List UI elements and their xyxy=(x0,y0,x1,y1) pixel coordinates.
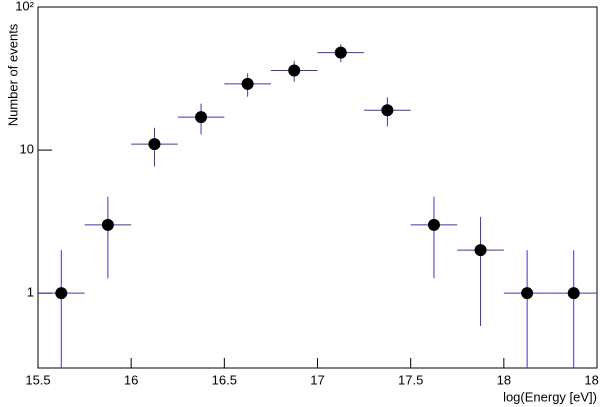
x-tick-label: 18.5 xyxy=(584,372,600,387)
data-point xyxy=(381,104,394,117)
x-tick-label: 17 xyxy=(310,372,324,387)
data-point xyxy=(334,46,347,59)
data-point xyxy=(427,218,440,231)
x-tick-label: 17.5 xyxy=(398,372,423,387)
data-point xyxy=(101,218,114,231)
data-point xyxy=(288,64,301,77)
x-tick-label: 18 xyxy=(497,372,511,387)
y-tick-label: 10 xyxy=(20,142,34,157)
x-axis-label: log(Energy [eV]) xyxy=(503,389,597,404)
data-point xyxy=(521,287,534,300)
data-point xyxy=(241,77,254,90)
y-tick-label: 10² xyxy=(15,0,34,13)
x-tick-label: 16.5 xyxy=(212,372,237,387)
y-axis-label: Number of events xyxy=(5,23,20,126)
data-point xyxy=(55,287,68,300)
x-tick-label: 15.5 xyxy=(25,372,50,387)
data-point xyxy=(567,287,580,300)
y-tick-label: 1 xyxy=(27,285,34,300)
data-point xyxy=(474,244,487,257)
data-point xyxy=(195,111,208,124)
data-point xyxy=(148,138,161,151)
plot-frame xyxy=(37,6,598,369)
x-tick-label: 16 xyxy=(124,372,138,387)
